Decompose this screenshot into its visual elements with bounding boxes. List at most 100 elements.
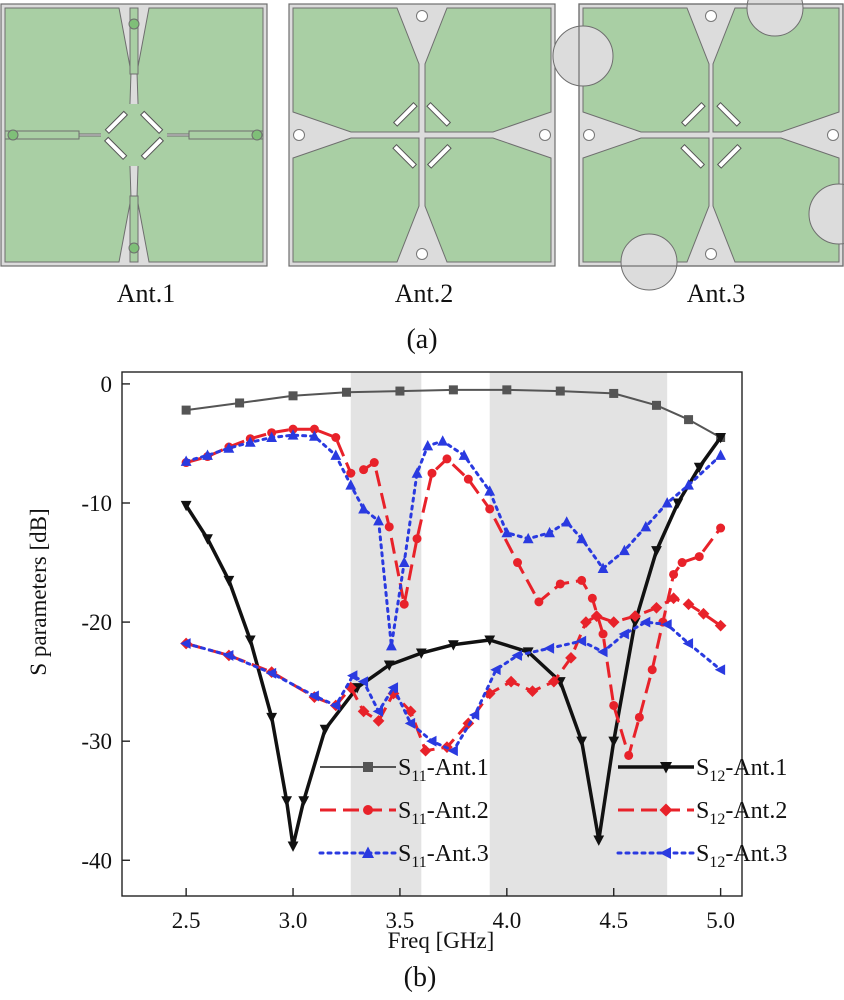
legend-label: S12-Ant.1 — [696, 755, 787, 785]
data-point — [587, 593, 597, 603]
chart-legend: S11-Ant.1 S12-Ant.1 S11-Ant.2 S12-Ant.2 S11-… — [318, 755, 787, 871]
data-point — [660, 762, 672, 774]
shaded-band-2 — [489, 372, 668, 896]
data-point — [309, 430, 320, 441]
series-s12a1 — [180, 433, 727, 852]
data-point — [609, 388, 619, 398]
antenna-1-label: Ant.1 — [117, 279, 176, 308]
data-point — [419, 744, 432, 757]
data-point — [577, 575, 587, 585]
data-point — [448, 385, 458, 395]
shaded-band-1 — [350, 372, 422, 896]
data-point — [358, 503, 369, 514]
data-point — [362, 846, 374, 858]
data-point — [468, 709, 480, 721]
antenna-2-layout — [288, 3, 556, 267]
data-point — [363, 805, 373, 815]
data-point — [576, 736, 588, 748]
data-point — [347, 670, 358, 682]
data-point — [618, 628, 629, 640]
data-point — [426, 735, 437, 747]
data-point — [555, 386, 565, 396]
data-point — [561, 516, 573, 527]
data-point — [522, 532, 534, 544]
data-point — [244, 635, 256, 646]
data-point — [483, 687, 496, 700]
data-point — [330, 449, 342, 460]
data-point — [309, 424, 319, 434]
y-tick-label: -20 — [81, 610, 112, 635]
data-point — [526, 685, 539, 698]
series-s11a2 — [181, 424, 726, 760]
data-point — [501, 526, 513, 538]
legend-label: S11-Ant.3 — [398, 841, 489, 871]
data-point — [180, 455, 192, 466]
x-tick-label: 4.5 — [599, 908, 628, 933]
data-point — [329, 700, 341, 711]
data-point — [395, 386, 405, 396]
series-line-s11a1 — [185, 388, 722, 439]
data-point — [202, 449, 213, 460]
data-point — [608, 736, 620, 748]
data-point — [609, 700, 619, 710]
data-point — [534, 597, 544, 607]
legend-entry-s11a2: S11-Ant.2 — [320, 798, 489, 828]
data-point — [359, 465, 369, 475]
data-point — [580, 616, 592, 628]
data-point — [661, 497, 673, 508]
legend-label: S11-Ant.1 — [398, 755, 489, 785]
data-point — [372, 706, 384, 717]
series-s11a3 — [180, 429, 727, 651]
data-point — [319, 724, 331, 736]
legend-label: S12-Ant.3 — [696, 841, 787, 871]
data-point — [597, 646, 608, 658]
data-point — [714, 619, 727, 632]
plot-frame — [121, 371, 743, 897]
y-tick-label: -10 — [81, 491, 112, 516]
y-tick-label: -30 — [81, 729, 112, 754]
data-point — [341, 387, 351, 397]
data-point — [505, 675, 517, 688]
data-point — [667, 592, 680, 605]
data-point — [502, 385, 512, 395]
data-point — [548, 675, 560, 688]
data-point — [181, 405, 191, 415]
data-point — [684, 415, 694, 425]
x-axis-label: Freq [GHz] — [388, 928, 495, 953]
data-point — [597, 562, 609, 573]
data-point — [345, 479, 357, 490]
x-tick-label: 3.5 — [386, 908, 415, 933]
data-point — [383, 660, 395, 671]
data-point — [672, 498, 684, 509]
data-point — [346, 468, 356, 478]
shaded-bands — [350, 372, 668, 896]
data-point — [714, 664, 726, 676]
y-axis-label: S parameters [dB] — [26, 508, 51, 675]
data-point — [484, 635, 496, 646]
data-point — [634, 712, 644, 722]
data-point — [288, 424, 298, 434]
data-point — [235, 398, 245, 408]
data-point — [513, 558, 523, 568]
data-point — [715, 449, 727, 460]
data-point — [661, 619, 672, 630]
data-point — [427, 468, 437, 478]
legend-entry-s12a1: S12-Ant.1 — [618, 755, 787, 785]
data-point — [590, 610, 603, 622]
data-point — [659, 803, 673, 817]
data-point — [694, 552, 704, 562]
data-point — [682, 638, 694, 649]
data-point — [647, 665, 657, 675]
data-point — [693, 462, 705, 474]
data-point — [387, 682, 399, 693]
data-point — [369, 458, 379, 468]
data-point — [223, 442, 235, 453]
data-point — [384, 522, 394, 532]
legend-entry-s11a3: S11-Ant.3 — [318, 841, 489, 871]
y-tick-label: 0 — [101, 372, 113, 397]
data-point — [308, 690, 319, 702]
data-point — [593, 835, 605, 846]
s-parameter-chart: 2.5 3.0 3.5 4.0 4.5 5.0 0 -10 -20 -30 -40 S11-Ant.… — [26, 371, 787, 993]
data-point — [288, 391, 298, 401]
data-point — [265, 667, 277, 679]
